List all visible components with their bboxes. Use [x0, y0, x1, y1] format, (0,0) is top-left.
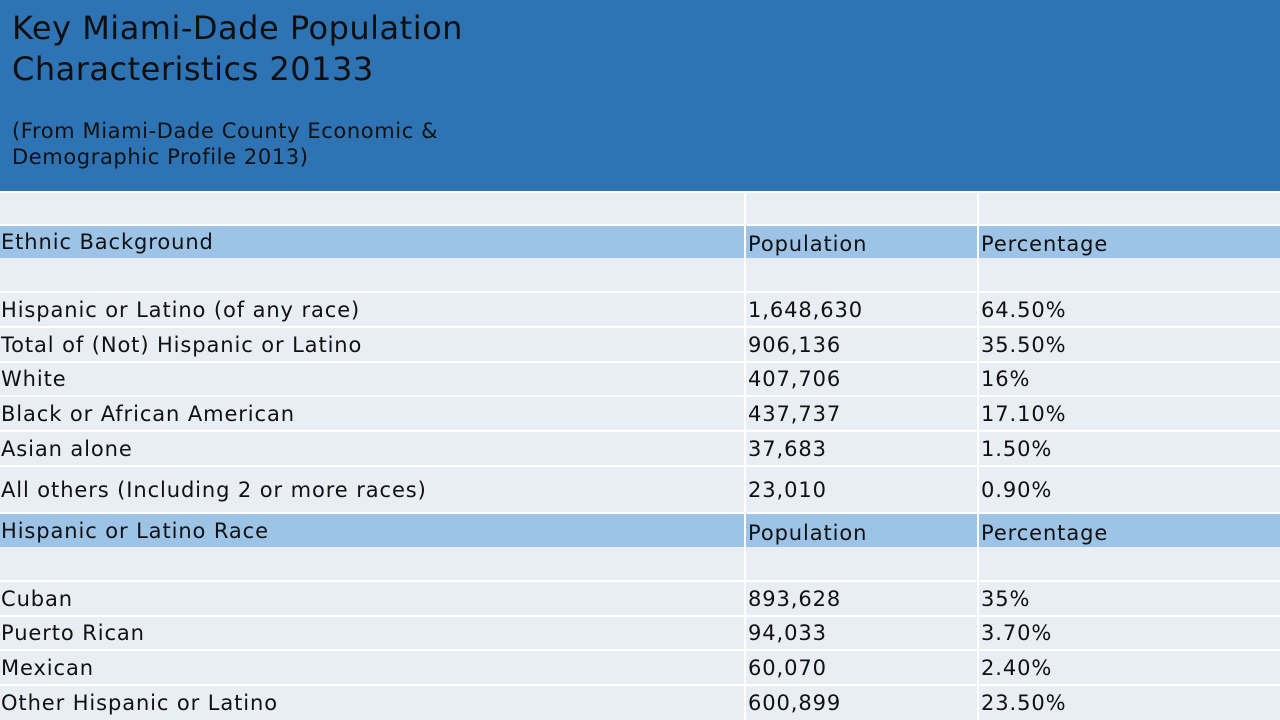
- table-row: Hispanic or Latino (of any race) 1,648,6…: [0, 293, 1280, 328]
- header-cell-population: Population: [748, 520, 868, 545]
- title-line-1: Key Miami-Dade Population: [12, 9, 463, 47]
- row-label: Total of (Not) Hispanic or Latino: [1, 332, 363, 357]
- row-percentage: 3.70%: [981, 621, 1053, 645]
- row-label: White: [1, 367, 67, 391]
- header-cell-category: Ethnic Background: [1, 230, 214, 254]
- table-row: Mexican 60,070 2.40%: [0, 651, 1280, 686]
- row-percentage: 35.50%: [981, 332, 1067, 357]
- row-label: Black or African American: [1, 401, 295, 426]
- header-cell-percentage: Percentage: [981, 232, 1109, 256]
- table-row: Cuban 893,628 35%: [0, 582, 1280, 617]
- row-label: All others (Including 2 or more races): [1, 477, 427, 502]
- row-label: Asian alone: [1, 436, 133, 461]
- row-population: 407,706: [748, 367, 842, 391]
- slide-header: Key Miami-Dade Population Characteristic…: [0, 0, 1280, 191]
- header-cell-category: Hispanic or Latino Race: [1, 518, 269, 543]
- row-population: 600,899: [748, 691, 842, 715]
- table-row: Total of (Not) Hispanic or Latino 906,13…: [0, 328, 1280, 363]
- header-cell-percentage: Percentage: [981, 520, 1109, 545]
- table-row: Puerto Rican 94,033 3.70%: [0, 617, 1280, 651]
- row-label: Cuban: [1, 586, 73, 611]
- subtitle-line-1: (From Miami-Dade County Economic &: [12, 119, 439, 143]
- column-divider: [977, 193, 979, 720]
- row-population: 37,683: [748, 436, 827, 461]
- title-line-2: Characteristics 20133: [12, 50, 374, 88]
- row-percentage: 16%: [981, 367, 1031, 391]
- table-row: White 407,706 16%: [0, 363, 1280, 397]
- row-percentage: 64.50%: [981, 297, 1067, 322]
- header-cell-population: Population: [748, 232, 868, 256]
- row-population: 94,033: [748, 621, 827, 645]
- row-label: Mexican: [1, 655, 94, 680]
- blank-row: [0, 258, 1280, 293]
- row-percentage: 23.50%: [981, 691, 1067, 715]
- row-population: 60,070: [748, 655, 827, 680]
- row-label: Other Hispanic or Latino: [1, 691, 278, 715]
- table-row: Asian alone 37,683 1.50%: [0, 432, 1280, 467]
- population-table: Ethnic Background Population Percentage …: [0, 193, 1280, 720]
- row-population: 906,136: [748, 332, 842, 357]
- subtitle-line-2: Demographic Profile 2013): [12, 145, 309, 169]
- table-row: Black or African American 437,737 17.10%: [0, 397, 1280, 432]
- slide-title: Key Miami-Dade Population Characteristic…: [12, 8, 463, 90]
- row-label: Puerto Rican: [1, 621, 145, 645]
- row-percentage: 35%: [981, 586, 1031, 611]
- section-header-ethnic-background: Ethnic Background Population Percentage: [0, 226, 1280, 258]
- row-percentage: 2.40%: [981, 655, 1053, 680]
- row-percentage: 17.10%: [981, 401, 1067, 426]
- row-population: 893,628: [748, 586, 842, 611]
- row-percentage: 0.90%: [981, 477, 1053, 502]
- column-divider: [744, 193, 746, 720]
- blank-row: [0, 193, 1280, 226]
- table-row: Other Hispanic or Latino 600,899 23.50%: [0, 686, 1280, 720]
- row-population: 1,648,630: [748, 297, 863, 322]
- row-population: 437,737: [748, 401, 842, 426]
- slide-subtitle: (From Miami-Dade County Economic & Demog…: [12, 118, 438, 170]
- table-row: All others (Including 2 or more races) 2…: [0, 467, 1280, 514]
- row-label: Hispanic or Latino (of any race): [1, 297, 361, 322]
- row-percentage: 1.50%: [981, 436, 1053, 461]
- row-population: 23,010: [748, 477, 827, 502]
- section-header-hispanic-latino-race: Hispanic or Latino Race Population Perce…: [0, 514, 1280, 547]
- blank-row: [0, 547, 1280, 582]
